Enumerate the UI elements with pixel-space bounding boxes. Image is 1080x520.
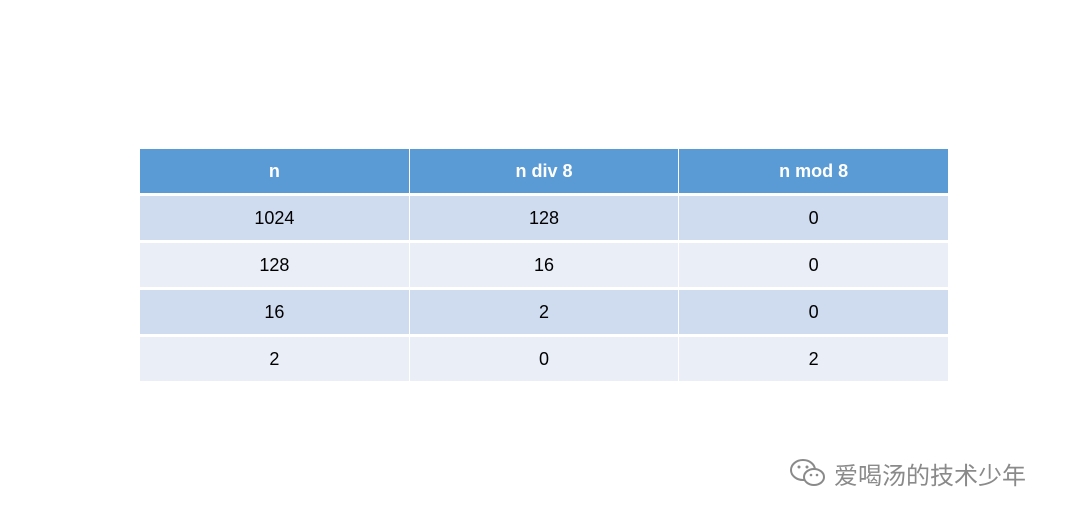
table-cell: 0 [679,290,949,334]
table-row: 1024 128 0 [140,196,949,240]
header-cell: n div 8 [409,149,679,193]
table-cell: 0 [679,243,949,287]
table-cell: 128 [409,196,679,240]
table-cell: 2 [140,337,409,381]
table-cell: 0 [679,196,949,240]
table-row: 16 2 0 [140,290,949,334]
table-cell: 128 [140,243,409,287]
watermark: 爱喝汤的技术少年 [788,453,1026,493]
table-cell: 2 [409,290,679,334]
table-cell: 1024 [140,196,409,240]
table-cell: 16 [140,290,409,334]
wechat-icon [790,459,825,486]
watermark-text: 爱喝汤的技术少年 [834,462,1026,490]
table-cell: 16 [409,243,679,287]
table-cell: 0 [409,337,679,381]
table-row: 128 16 0 [140,243,949,287]
header-cell: n [140,149,409,193]
header-cell: n mod 8 [679,149,949,193]
table-cell: 2 [679,337,949,381]
